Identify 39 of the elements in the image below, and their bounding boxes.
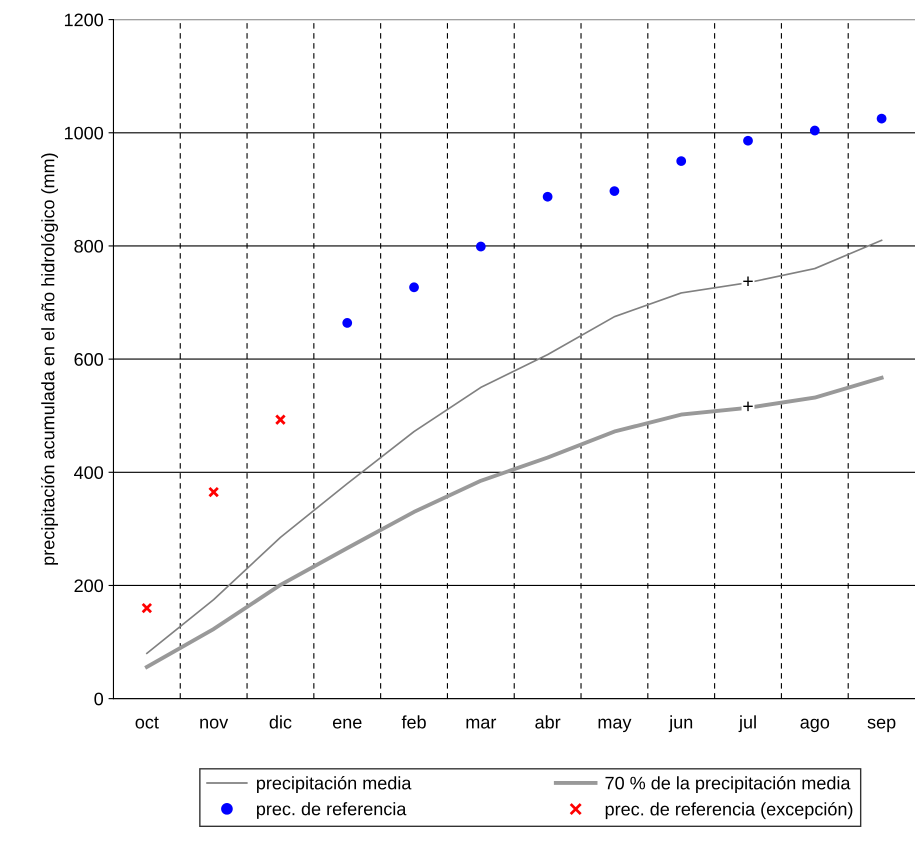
legend-label: prec. de referencia (256, 802, 406, 819)
x-tick-label: feb (402, 715, 426, 729)
point (476, 242, 486, 252)
y-tick-label: 1200 (64, 14, 104, 26)
x-tick-label: oct (136, 716, 159, 729)
y-tick-label: 1000 (64, 126, 104, 140)
x-tick-label: nov (200, 718, 228, 729)
y-tick-label: 0 (94, 692, 104, 706)
x-tick-label: may (598, 718, 632, 732)
y-tick-label: 400 (74, 466, 104, 480)
x-tick-label: jun (668, 715, 692, 732)
x-tick-label: sep (868, 718, 896, 732)
point (743, 136, 753, 146)
x-tick-label: abr (535, 715, 560, 729)
legend-label: precipitación media (256, 776, 412, 794)
point (208, 486, 220, 498)
x-tick-label: mar (466, 718, 496, 729)
y-tick-label: 200 (74, 579, 104, 592)
y-tick-label: 600 (74, 353, 104, 366)
x-tick-label: jul (738, 715, 756, 732)
legend-label: 70 % de la precipitación media (606, 776, 850, 794)
point (141, 602, 152, 614)
y-axis-title: precipitación acumulada en el año hidrológico (mm) (40, 153, 58, 565)
point (610, 186, 620, 196)
point (274, 414, 286, 426)
point (676, 156, 686, 166)
point (542, 192, 552, 202)
x-tick-label: dic (270, 715, 292, 729)
legend-label: prec. de referencia (excepción) (606, 802, 852, 820)
line-series (146, 239, 882, 654)
point (342, 318, 352, 328)
x-tick-label: ago (800, 718, 830, 732)
annotation: + (743, 276, 753, 286)
y-tick-label: 800 (74, 240, 104, 253)
x-tick-label: ene (332, 718, 362, 729)
point (810, 126, 820, 136)
line-series (144, 376, 884, 669)
point (409, 282, 419, 292)
point (876, 114, 886, 124)
